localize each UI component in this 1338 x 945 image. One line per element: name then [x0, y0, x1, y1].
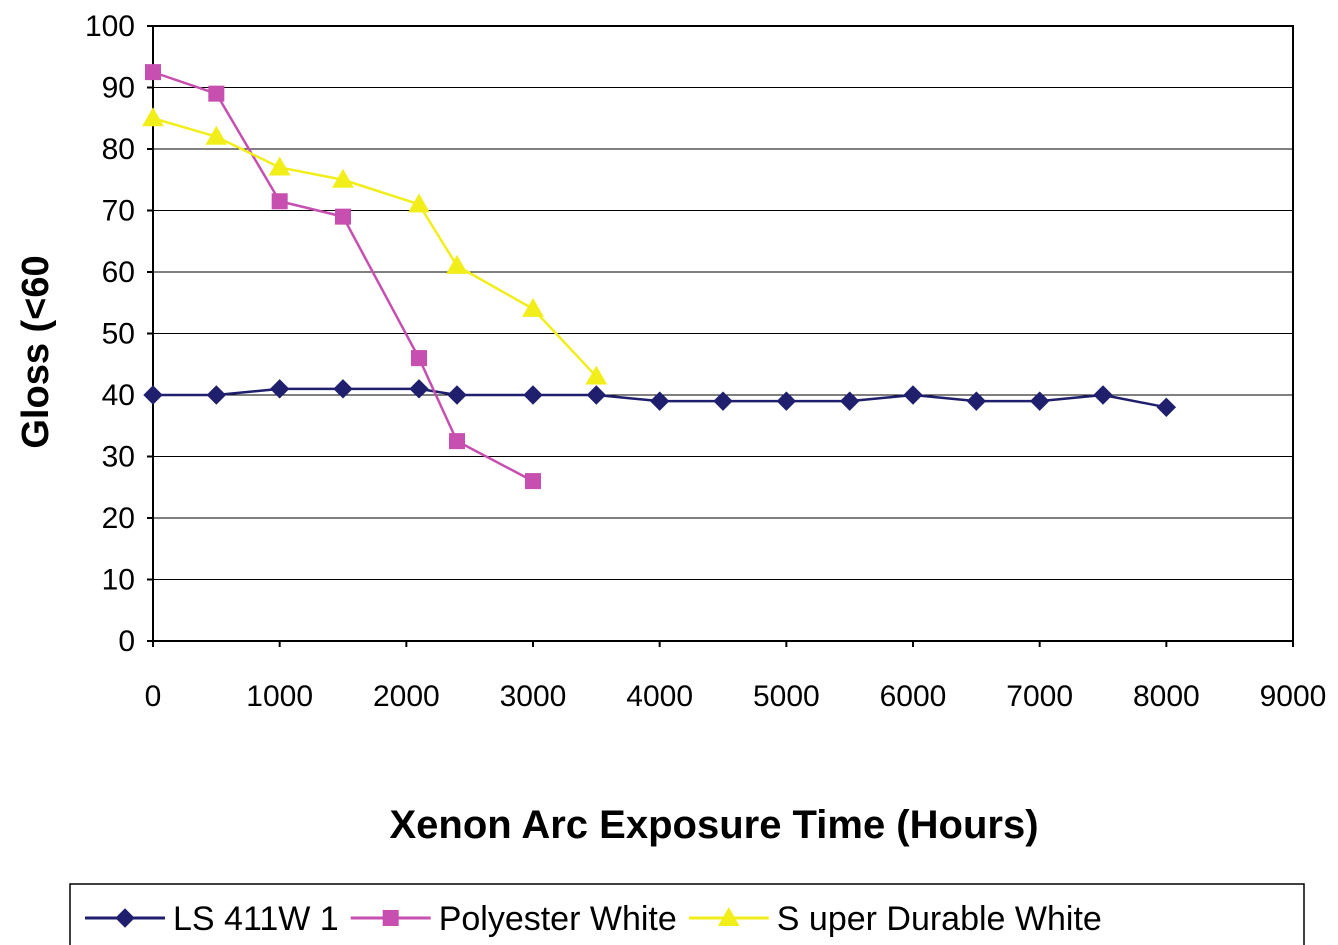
- data-point: [1093, 385, 1113, 405]
- x-tick-label: 1000: [246, 680, 313, 713]
- x-tick-label: 5000: [753, 680, 820, 713]
- data-point: [903, 385, 923, 405]
- x-tick-label: 4000: [626, 680, 693, 713]
- y-tick-label: 70: [102, 195, 135, 228]
- data-point: [523, 385, 543, 405]
- x-tick-label: 3000: [500, 680, 567, 713]
- legend-item-2: Polyester White: [350, 900, 677, 938]
- legend-marker: [115, 908, 135, 928]
- data-point: [269, 379, 290, 399]
- data-point: [145, 64, 161, 81]
- legend-marker: [717, 906, 740, 926]
- x-tick-label: 9000: [1260, 680, 1327, 713]
- y-tick-label: 90: [102, 72, 135, 105]
- data-point: [776, 391, 797, 411]
- x-tick-label: 6000: [880, 680, 947, 713]
- y-tick-label: 60: [102, 256, 135, 289]
- data-point: [271, 193, 288, 210]
- y-tick-label: 30: [102, 441, 135, 474]
- y-tick-label: 0: [118, 625, 135, 658]
- data-point: [143, 385, 163, 405]
- y-axis-title: Gloss (<60: [15, 255, 57, 448]
- y-tick-label: 80: [102, 133, 135, 166]
- series-layer: [142, 64, 1177, 490]
- x-tick-label: 2000: [373, 680, 440, 713]
- data-point: [268, 156, 291, 176]
- legend-marker: [382, 910, 399, 926]
- series-1: [143, 379, 1177, 418]
- legend-label: Polyester White: [439, 900, 677, 938]
- data-point: [966, 391, 987, 411]
- data-point: [1029, 391, 1050, 411]
- legend-label: LS 411W 1: [173, 900, 339, 938]
- data-point: [335, 208, 351, 225]
- y-tick-label: 100: [85, 10, 135, 43]
- data-point: [408, 193, 430, 213]
- data-point: [447, 385, 467, 405]
- series-line: [152, 117, 598, 378]
- data-point: [449, 433, 465, 450]
- y-tick-label: 20: [102, 502, 135, 535]
- legend-item-3: S uper Durable White: [688, 900, 1102, 938]
- series-2: [145, 64, 541, 490]
- gridlines: [153, 87, 1293, 580]
- y-tick-label: 50: [102, 318, 135, 351]
- legend: LS 411W 1 Polyester White S uper Durable W…: [69, 883, 1305, 945]
- data-point: [142, 107, 164, 127]
- y-tick-label: 40: [102, 379, 135, 412]
- data-point: [649, 391, 670, 411]
- data-point: [411, 350, 427, 367]
- data-point: [839, 391, 860, 411]
- series-3: [142, 107, 608, 385]
- data-point: [522, 297, 544, 317]
- x-axis-title: Xenon Arc Exposure Time (Hours): [389, 803, 1038, 847]
- legend-label: S uper Durable White: [777, 900, 1102, 938]
- data-point: [713, 391, 733, 411]
- data-point: [446, 254, 468, 274]
- x-tick-label: 7000: [1006, 680, 1073, 713]
- data-point: [1156, 397, 1177, 418]
- data-point: [205, 125, 228, 145]
- x-tick-label: 0: [145, 680, 162, 713]
- data-point: [206, 385, 227, 405]
- x-tick-label: 8000: [1133, 680, 1200, 713]
- data-point: [409, 379, 429, 399]
- data-point: [586, 385, 607, 405]
- legend-box: [69, 883, 1305, 945]
- data-point: [208, 85, 225, 102]
- y-tick-label: 10: [102, 564, 135, 597]
- data-point: [332, 168, 354, 188]
- data-point: [525, 473, 541, 490]
- data-point: [333, 379, 353, 399]
- data-point: [585, 365, 608, 385]
- legend-item-1: LS 411W 1: [85, 900, 339, 938]
